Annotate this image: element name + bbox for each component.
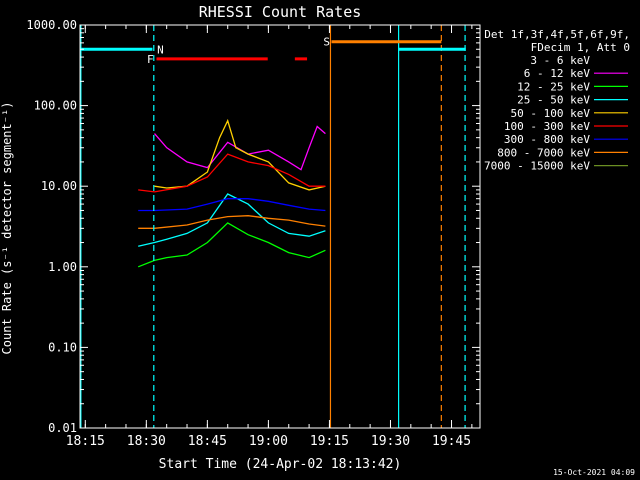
legend-label: 50 - 100 keV — [511, 107, 591, 120]
legend-label: 800 - 7000 keV — [497, 146, 590, 159]
flag-label-S: S — [323, 36, 330, 49]
x-tick-label: 19:00 — [249, 434, 288, 449]
y-tick-label: 1.00 — [48, 260, 77, 274]
series-line-4 — [154, 118, 326, 191]
plot-frame — [79, 24, 481, 429]
x-tick-label: 19:30 — [371, 434, 410, 449]
legend: Det 1f,3f,4f,5f,6f,9f, FDecim 1, Att 0 3… — [484, 28, 630, 173]
y-axis-label: Count Rate (s⁻¹ detector segment⁻¹) — [0, 102, 14, 355]
series-line-1 — [154, 125, 326, 171]
legend-label: 6 - 12 keV — [524, 67, 591, 80]
series-line-7 — [138, 215, 326, 229]
series-line-6 — [138, 198, 326, 212]
x-tick-label: 19:15 — [310, 434, 349, 449]
legend-label: 25 - 50 keV — [517, 94, 590, 107]
chart-title: RHESSI Count Rates — [199, 3, 362, 21]
series-layer — [137, 104, 326, 275]
series-line-5 — [138, 153, 326, 193]
flag-label-F: F — [147, 53, 154, 66]
y-tick-label: 100.00 — [34, 99, 77, 113]
series-line-3 — [138, 193, 326, 247]
flag-label-N: N — [157, 43, 164, 56]
y-tick-label: 10.00 — [41, 179, 77, 193]
legend-label: 100 - 300 keV — [504, 120, 590, 133]
y-tick-label: 1000.00 — [26, 18, 77, 32]
annotation-layer: NF S — [80, 25, 466, 428]
x-tick-label: 18:15 — [66, 434, 105, 449]
x-tick-label: 18:30 — [127, 434, 166, 449]
series-line-0 — [137, 104, 326, 275]
y-tick-label: 0.10 — [48, 340, 77, 354]
legend-label: 3 - 6 keV — [530, 54, 590, 67]
x-axis-label: Start Time (24-Apr-02 18:13:42) — [159, 457, 402, 472]
legend-label: 12 - 25 keV — [517, 80, 590, 93]
legend-label: 7000 - 15000 keV — [484, 160, 590, 173]
legend-label: 300 - 800 keV — [504, 133, 590, 146]
x-tick-label: 18:45 — [188, 434, 227, 449]
footer-timestamp: 15-Oct-2021 04:09 — [553, 468, 635, 477]
axes-layer: 0.01 0.10 1.00 10.00 100.00 1000.00 18:15 18:30… — [26, 18, 481, 449]
y-tick-label: 0.01 — [48, 421, 77, 435]
legend-header-line2: FDecim 1, Att 0 — [531, 41, 630, 54]
legend-header-line1: Det 1f,3f,4f,5f,6f,9f, — [484, 28, 630, 41]
series-line-2 — [137, 222, 326, 268]
x-tick-label: 19:45 — [432, 434, 471, 449]
